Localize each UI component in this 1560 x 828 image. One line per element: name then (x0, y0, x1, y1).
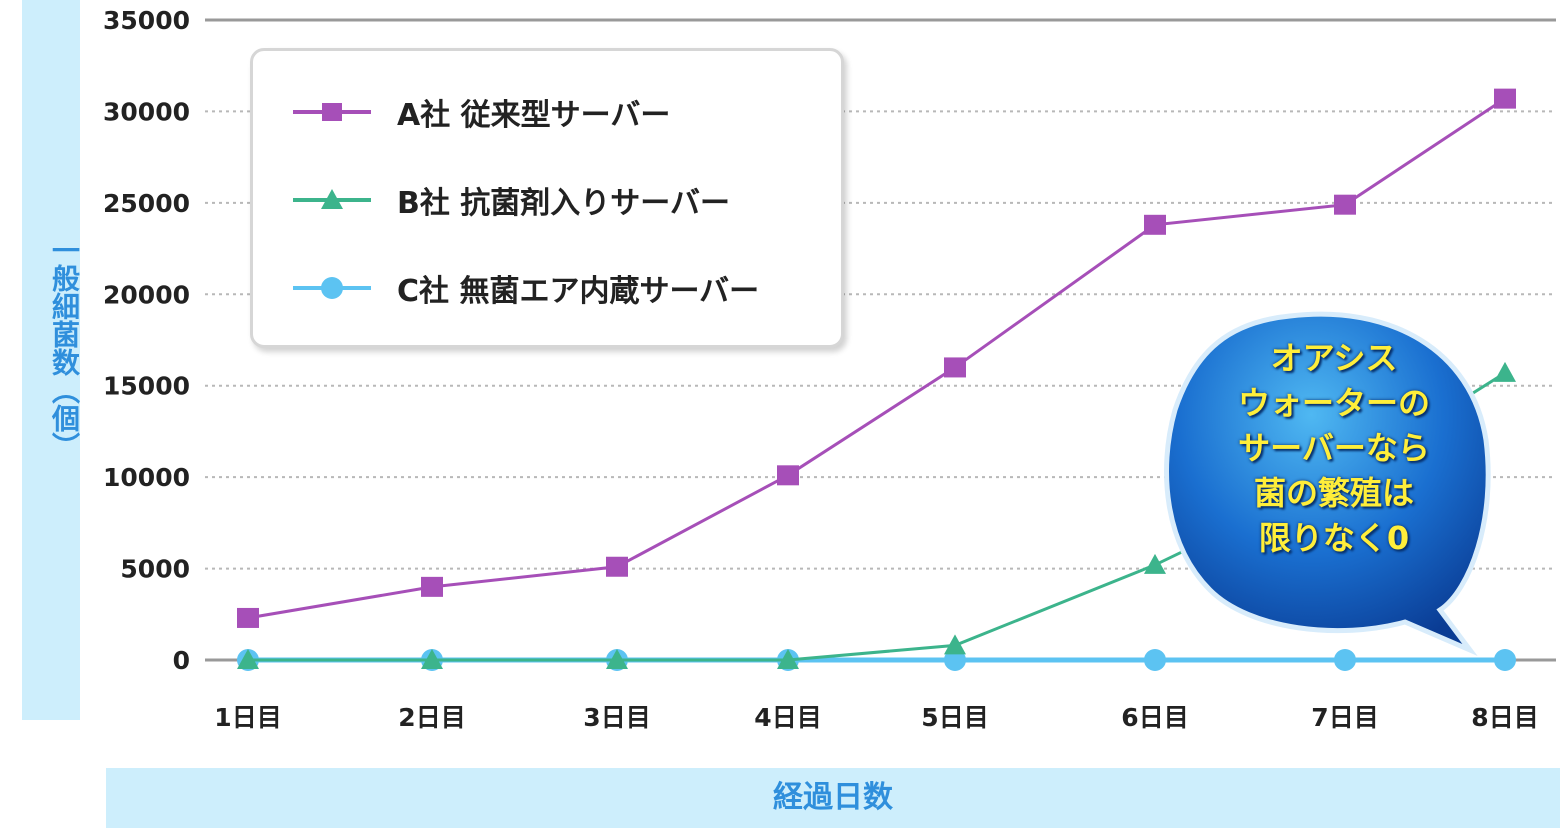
series-line (247, 97, 1506, 620)
data-point (421, 576, 443, 597)
callout-text: オアシス ウォーターの サーバーなら 菌の繁殖は 限りなく0 (1237, 339, 1430, 557)
y-tick-label: 30000 (103, 97, 190, 126)
data-point (421, 649, 443, 669)
data-point (1334, 649, 1356, 671)
callout-bubble (1164, 311, 1491, 657)
data-point (606, 556, 628, 577)
data-point (606, 649, 628, 669)
x-tick-label: 7日目 (1311, 703, 1378, 732)
y-tick-label: 15000 (103, 372, 190, 401)
y-axis-label: 一般細菌数（個） (48, 236, 81, 460)
x-tick-label: 8日目 (1471, 703, 1538, 732)
callout-shape (1164, 311, 1491, 657)
y-axis-label-band (22, 0, 80, 720)
data-point (1144, 553, 1166, 574)
data-point (1144, 214, 1166, 235)
x-axis-label: 経過日数 (773, 780, 893, 815)
legend-swatch-c (293, 268, 371, 308)
x-tick-label: 2日目 (398, 703, 465, 732)
data-point (1144, 649, 1166, 671)
data-point (944, 357, 966, 378)
legend-label-b: B社 抗菌剤入りサーバー (397, 186, 731, 221)
y-tick-label: 20000 (103, 280, 190, 309)
legend-label-a: A社 従来型サーバー (397, 98, 671, 133)
data-point (777, 649, 799, 669)
data-point (1494, 361, 1516, 382)
y-tick-labels: 0 5000 10000 15000 20000 25000 30000 35000 (103, 6, 190, 675)
legend-swatch-a (293, 92, 371, 132)
x-tick-label: 6日目 (1121, 703, 1188, 732)
y-tick-label: 25000 (103, 189, 190, 218)
data-point (1334, 194, 1356, 215)
legend: A社 従来型サーバー B社 抗菌剤入りサーバー C社 無菌エア内蔵サーバー (250, 48, 844, 348)
x-tick-labels: 1日目 2日目 3日目 4日目 5日目 6日目 7日目 8日目 (214, 703, 1538, 732)
legend-label-c: C社 無菌エア内蔵サーバー (397, 274, 760, 309)
data-point (1494, 649, 1516, 671)
data-point (237, 607, 259, 628)
x-tick-label: 4日目 (754, 703, 821, 732)
data-point (237, 649, 259, 669)
y-tick-label: 0 (173, 646, 190, 675)
x-tick-label: 3日目 (583, 703, 650, 732)
x-axis-label-band (106, 768, 1560, 828)
data-point (944, 634, 966, 655)
y-tick-label: 5000 (120, 555, 190, 584)
legend-item-a: A社 従来型サーバー (293, 87, 670, 137)
legend-item-b: B社 抗菌剤入りサーバー (293, 175, 730, 225)
y-tick-label: 35000 (103, 6, 190, 35)
legend-item-c: C社 無菌エア内蔵サーバー (293, 263, 759, 313)
x-tick-label: 5日目 (921, 703, 988, 732)
data-point (777, 465, 799, 486)
data-point (944, 649, 966, 671)
series-a (237, 88, 1516, 628)
x-tick-label: 1日目 (214, 703, 281, 732)
legend-swatch-b (293, 180, 371, 220)
y-tick-label: 10000 (103, 463, 190, 492)
data-point (1494, 88, 1516, 109)
